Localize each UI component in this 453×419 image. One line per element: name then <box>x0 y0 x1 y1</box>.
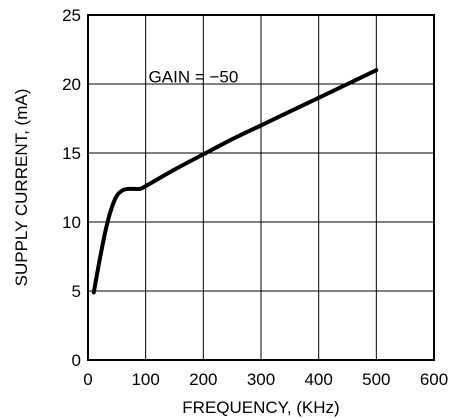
y-tick-label: 5 <box>72 282 81 301</box>
y-tick-label: 25 <box>62 6 81 25</box>
plot-frame <box>87 14 435 361</box>
y-tick-label: 10 <box>62 213 81 232</box>
x-tick-label: 0 <box>83 370 92 389</box>
x-tick-label: 300 <box>247 370 275 389</box>
x-tick-label: 400 <box>304 370 332 389</box>
y-axis-title: SUPPLY CURRENT, (mA) <box>12 89 31 287</box>
y-tick-labels: 0 5 10 15 20 25 <box>62 6 81 370</box>
grid <box>88 15 434 360</box>
x-tick-labels: 0 100 200 300 400 500 600 <box>83 370 448 389</box>
x-tick-label: 100 <box>131 370 159 389</box>
series-layer <box>91 68 379 295</box>
x-tick-label: 500 <box>362 370 390 389</box>
y-tick-label: 0 <box>72 351 81 370</box>
annotation-label: GAIN = −50 <box>149 68 239 87</box>
x-tick-label: 200 <box>189 370 217 389</box>
annotations: GAIN = −50 <box>149 68 239 87</box>
x-tick-label: 600 <box>420 370 448 389</box>
y-tick-label: 15 <box>62 144 81 163</box>
y-tick-label: 20 <box>62 75 81 94</box>
series-line-0 <box>91 68 379 295</box>
x-axis-title: FREQUENCY, (KHz) <box>182 398 339 417</box>
